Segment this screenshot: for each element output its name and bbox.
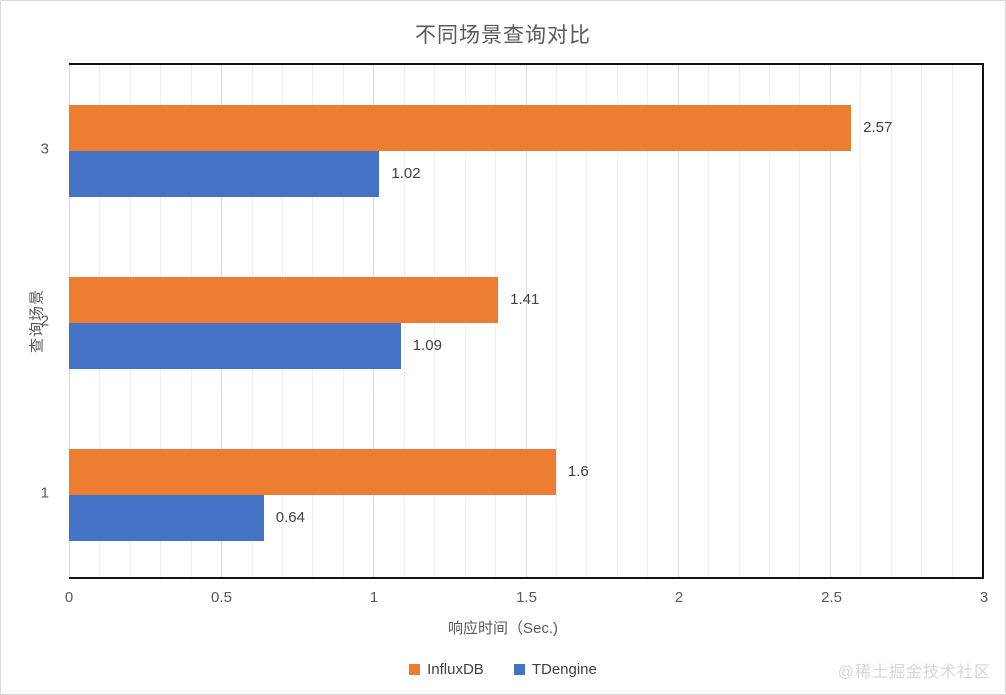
major-gridline [829, 65, 831, 577]
minor-gridline [951, 65, 953, 577]
legend-item-influxdb: InfluxDB [409, 661, 484, 678]
major-gridline [677, 65, 679, 577]
x-axis-tick-label: 1 [369, 589, 379, 606]
legend-label: TDengine [531, 661, 597, 678]
x-axis-tick-label: 1.5 [516, 589, 537, 606]
x-axis-tick-label: 0.5 [211, 589, 232, 606]
bar-value-label: 1.6 [567, 463, 589, 480]
x-axis-tick-label: 3 [979, 589, 989, 606]
chart-title: 不同场景查询对比 [415, 24, 591, 47]
x-axis-tick-label: 0 [64, 589, 74, 606]
minor-gridline [921, 65, 923, 577]
minor-gridline [708, 65, 710, 577]
minor-gridline [586, 65, 588, 577]
x-axis-tick-label: 2.5 [821, 589, 842, 606]
legend-label: InfluxDB [427, 661, 484, 678]
minor-gridline [555, 65, 557, 577]
bar-value-label: 0.64 [275, 509, 305, 526]
y-axis-category-label: 3 [40, 140, 49, 158]
y-axis-category-label: 2 [40, 312, 49, 330]
minor-gridline [768, 65, 770, 577]
bar-value-label: 1.09 [412, 337, 442, 354]
bar-tdengine-scenario-2 [69, 323, 401, 369]
bar-value-label: 1.41 [510, 291, 540, 308]
legend-swatch-icon [513, 664, 525, 675]
minor-gridline [738, 65, 740, 577]
major-gridline [525, 65, 527, 577]
x-axis-title: 响应时间（Sec.) [447, 620, 558, 637]
bar-tdengine-scenario-3 [69, 151, 380, 197]
minor-gridline [647, 65, 649, 577]
y-axis-category-label: 1 [40, 484, 49, 502]
minor-gridline [890, 65, 892, 577]
plot-area: 2.57 1.02 1.41 1.09 1.6 0.64 [69, 63, 984, 579]
bar-influxdb-scenario-2 [69, 277, 499, 323]
bar-value-label: 2.57 [863, 119, 893, 136]
x-axis-tick-label: 2 [674, 589, 684, 606]
bar-tdengine-scenario-1 [69, 495, 264, 541]
bar-influxdb-scenario-3 [69, 105, 852, 151]
legend-swatch-icon [409, 664, 421, 675]
legend-item-tdengine: TDengine [513, 661, 597, 678]
x-axis-ticks: 0 0.5 1 1.5 2 2.5 3 [65, 589, 988, 609]
minor-gridline [860, 65, 862, 577]
bar-value-label: 1.02 [391, 165, 421, 182]
minor-gridline [799, 65, 801, 577]
watermark: @稀土掘金技术社区 [837, 664, 991, 681]
y-axis-category-labels: 3 2 1 [1, 63, 59, 579]
legend: InfluxDB TDengine [1, 661, 1005, 678]
minor-gridline [616, 65, 618, 577]
bar-influxdb-scenario-1 [69, 449, 556, 495]
